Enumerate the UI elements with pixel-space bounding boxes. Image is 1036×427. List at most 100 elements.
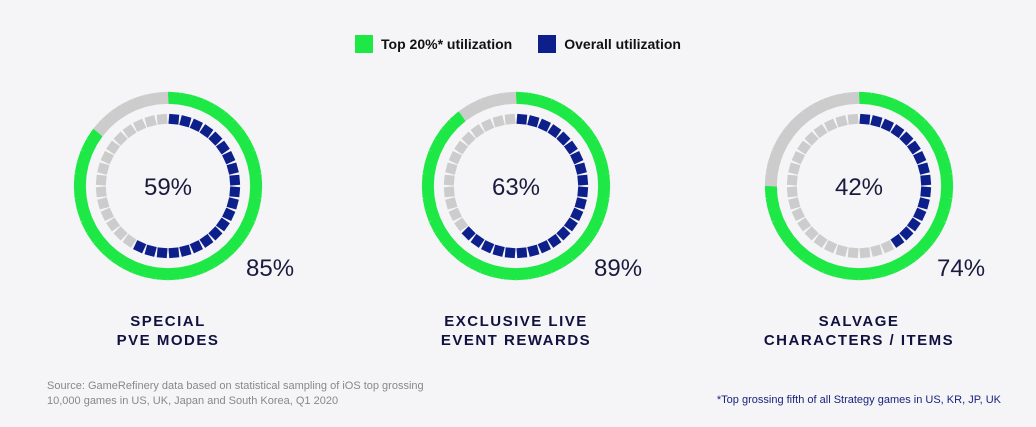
donut-3-top-segment	[869, 92, 884, 107]
donut-3-overall-segment-empty	[786, 186, 798, 198]
donut-3-overall-segment-empty	[788, 162, 801, 175]
donut-2-top-segment	[595, 196, 610, 211]
donut-2-overall-segment	[492, 244, 505, 257]
donut-1-overall-segment-empty	[122, 124, 137, 139]
donut-1-top-segment-empty	[143, 92, 158, 107]
donut-3-top-segment	[940, 185, 954, 199]
donut-3-top-segment	[765, 196, 780, 211]
donut-3-overall-segment	[913, 151, 927, 165]
donut-3-top-segment	[879, 261, 895, 277]
donut-1-top-segment	[249, 185, 263, 199]
donut-3-top-segment	[772, 216, 789, 233]
source-line-2: 10,000 games in US, UK, Japan and South …	[47, 395, 339, 407]
donut-3-overall-segment-empty	[804, 226, 819, 241]
donut-2-overall-segment	[563, 217, 578, 232]
donut-1-overall-segment-empty	[106, 217, 121, 232]
donut-1-overall-segment	[222, 151, 236, 165]
donut-3-top-segment-empty	[768, 150, 784, 166]
donut-2-top-segment-empty	[503, 91, 517, 105]
donut-3-overall-segment-empty	[859, 247, 871, 259]
legend-swatch-overall	[538, 35, 557, 53]
donut-1-overall-segment-empty	[122, 233, 137, 248]
donut-1-overall-segment	[168, 247, 180, 259]
donut-1-top-segment-empty	[132, 95, 148, 111]
donut-1-overall-segment-empty	[156, 113, 168, 125]
chart-label-3: SALVAGE CHARACTERS / ITEMS	[729, 312, 989, 350]
donut-2-overall-segment-empty	[445, 162, 458, 175]
donut-3-top-segment	[934, 150, 950, 166]
donut-1-overall-segment	[179, 115, 192, 128]
donut-2-overall-segment	[537, 240, 551, 254]
donut-1-top-segment	[198, 256, 215, 273]
donut-3-top-segment	[938, 161, 953, 176]
donut-1-top-segment	[73, 173, 87, 187]
overall-value-3: 42%	[834, 174, 884, 201]
donut-2-overall-segment	[570, 151, 584, 165]
donut-3-top-segment-empty	[812, 99, 829, 116]
overall-value-2: 63%	[491, 174, 541, 201]
donut-2-overall-segment	[574, 197, 587, 210]
donut-2-top-segment	[597, 185, 611, 199]
donut-3-overall-segment	[920, 186, 932, 198]
donut-3-overall-segment	[906, 140, 921, 155]
donut-2-overall-segment	[504, 247, 516, 259]
donut-3-overall-segment	[880, 118, 894, 132]
chart-label-2-line2: EVENT REWARDS	[440, 332, 592, 349]
overall-value-1: 59%	[143, 174, 193, 201]
donut-1-overall-segment	[179, 244, 192, 257]
donut-3-overall-segment	[899, 226, 914, 241]
donut-2-top-segment	[591, 150, 607, 166]
donut-2-overall-segment	[574, 162, 587, 175]
donut-1-top-segment	[81, 216, 98, 233]
donut-1-overall-segment	[229, 174, 241, 186]
donut-2-top-segment	[536, 261, 552, 277]
donut-1-top-segment	[238, 139, 255, 156]
donut-2-overall-segment-empty	[470, 124, 485, 139]
donut-3-overall-segment-empty	[813, 233, 828, 248]
donut-1-overall-segment	[199, 233, 214, 248]
donut-3-overall-segment-empty	[804, 131, 819, 146]
donut-3-overall-segment-empty	[847, 113, 859, 125]
donut-1-overall-segment-empty	[144, 115, 157, 128]
donut-1-top-segment	[77, 206, 93, 222]
donut-2-top-segment	[422, 196, 437, 211]
donut-2-top-segment-empty	[491, 92, 506, 107]
donut-3-overall-segment	[899, 131, 914, 146]
donut-3-overall-segment-empty	[824, 118, 838, 132]
donut-3-top-segment	[879, 95, 895, 111]
donut-2-top-segment	[515, 267, 529, 281]
top-value-1: 85%	[246, 255, 295, 282]
donut-2-overall-segment	[516, 113, 528, 125]
donut-1-top-segment	[77, 150, 93, 166]
donut-1-overall-segment	[156, 247, 168, 259]
donut-3-top-segment	[889, 256, 906, 273]
donut-1-overall-segment	[189, 240, 203, 254]
donut-1-top-segment	[243, 206, 259, 222]
donut-2-overall-segment-empty	[445, 197, 458, 210]
donut-3-top-segment-empty	[846, 91, 860, 105]
donut-2-overall-segment-empty	[448, 207, 462, 221]
donut-1-top-segment	[178, 92, 193, 107]
donut-1-top-segment	[167, 267, 181, 281]
donut-2-overall-segment	[537, 118, 551, 132]
donut-2-overall-segment-empty	[454, 217, 469, 232]
donut-3-top-segment	[846, 267, 860, 281]
donut-2-top-segment	[421, 173, 435, 187]
donut-1-top-segment	[132, 261, 148, 277]
chart-label-3-line2: CHARACTERS / ITEMS	[763, 332, 955, 349]
donut-3-top-segment	[858, 91, 872, 105]
donut-2-overall-segment-empty	[454, 140, 469, 155]
donut-3-top-segment	[929, 139, 946, 156]
donut-3-overall-segment	[917, 197, 930, 210]
donut-1-overall-segment	[215, 140, 230, 155]
source-note: Source: GameRefinery data based on stati…	[47, 379, 424, 409]
donut-2-overall-segment	[481, 240, 495, 254]
donut-2-overall-segment	[516, 247, 528, 259]
donut-3-overall-segment-empty	[797, 217, 812, 232]
legend: Top 20%* utilization Overall utilization	[0, 35, 1036, 53]
donut-2-top-segment-empty	[469, 99, 486, 116]
donut-1-overall-segment	[168, 113, 180, 125]
chart-label-2-line1: EXCLUSIVE LIVE	[444, 313, 588, 330]
donut-1-overall-segment	[189, 118, 203, 132]
donut-2-top-segment	[429, 216, 446, 233]
